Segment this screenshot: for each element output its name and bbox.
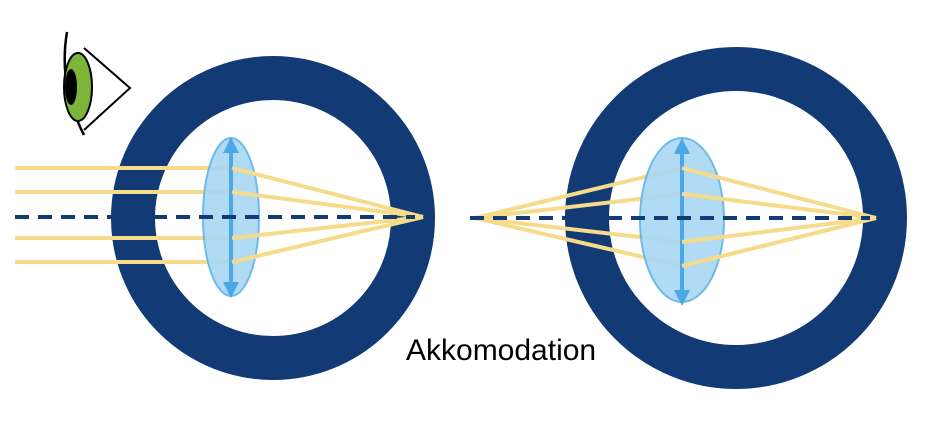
eye-right [470,47,907,389]
converging-rays-left [231,166,424,264]
eye-icon [63,31,132,136]
cornea-left [172,158,210,278]
diagram-caption: Akkomodation [406,334,597,367]
rays-left [15,166,232,264]
eye-left [15,56,435,380]
converging-rays-right [681,166,877,268]
